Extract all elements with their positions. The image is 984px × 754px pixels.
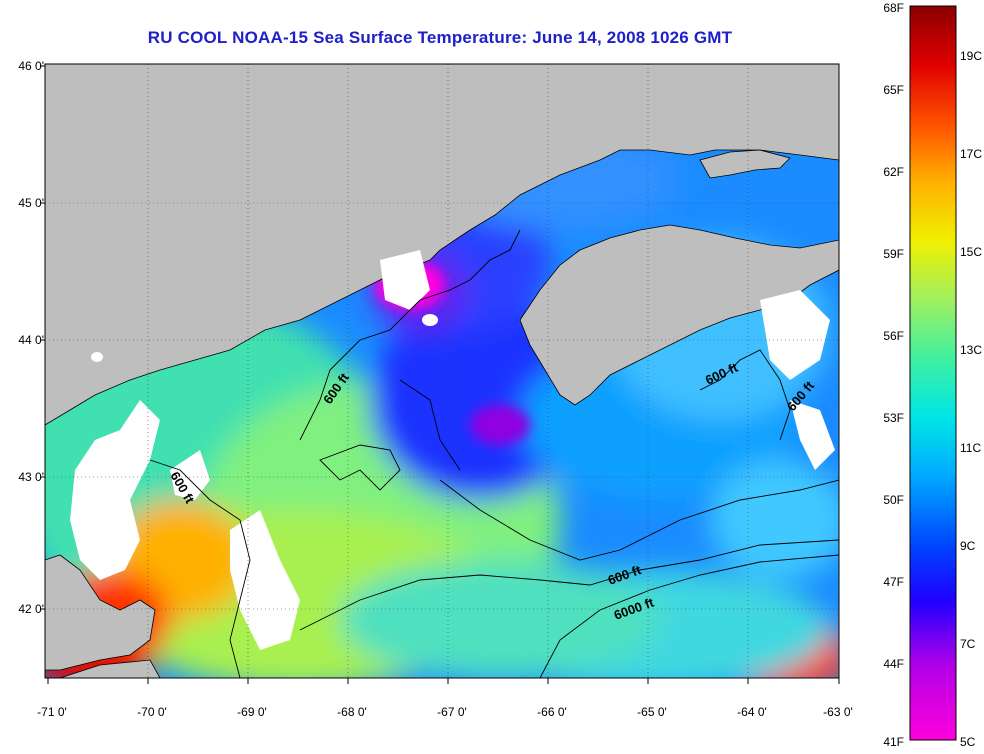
colorbar-f-label: 56F: [883, 329, 904, 343]
colorbar-f-label: 47F: [883, 575, 904, 589]
colorbar-f-label: 68F: [883, 1, 904, 15]
depth-contours: [149, 229, 839, 678]
map-plot-area: 600 ft 600 ft 600 ft 600 ft 600 ft 6000 …: [45, 64, 839, 678]
colorbar-c-label: 9C: [960, 539, 976, 553]
colorbar: 68F 65F 62F 59F 56F 53F 50F 47F 44F 41F …: [883, 1, 982, 749]
graticule: [45, 64, 839, 678]
lat-label: 46 0': [18, 59, 44, 73]
map-title: RU COOL NOAA-15 Sea Surface Temperature:…: [147, 28, 733, 47]
axis-ticks: [40, 65, 840, 684]
colorbar-gradient: [909, 5, 957, 741]
lon-label: -69 0': [237, 705, 267, 719]
lon-label: -68 0': [337, 705, 367, 719]
lon-label: -65 0': [637, 705, 667, 719]
map-frame: [44, 63, 840, 679]
lat-label: 45 0': [18, 196, 44, 210]
colorbar-f-label: 50F: [883, 493, 904, 507]
lat-label: 44 0': [18, 333, 44, 347]
land-mass: [45, 64, 839, 678]
lon-label: -70 0': [137, 705, 167, 719]
lat-label: 43 0': [18, 470, 44, 484]
lat-label: 42 0': [18, 602, 44, 616]
colorbar-c-label: 7C: [960, 637, 976, 651]
lon-label: -71 0': [37, 705, 67, 719]
colorbar-f-label: 53F: [883, 411, 904, 425]
colorbar-c-label: 11C: [960, 441, 981, 455]
lon-label: -66 0': [537, 705, 567, 719]
colorbar-c-label: 5C: [960, 735, 976, 749]
colorbar-c-label: 17C: [960, 147, 982, 161]
colorbar-c-label: 13C: [960, 343, 982, 357]
colorbar-c-label: 15C: [960, 245, 982, 259]
colorbar-c-label: 19C: [960, 49, 982, 63]
lon-label: -64 0': [737, 705, 767, 719]
colorbar-f-label: 44F: [883, 657, 904, 671]
colorbar-f-label: 62F: [883, 165, 904, 179]
lon-label: -67 0': [437, 705, 467, 719]
cloud-mask: [70, 250, 835, 650]
colorbar-f-label: 59F: [883, 247, 904, 261]
colorbar-f-label: 65F: [883, 83, 904, 97]
lon-label: -63 0': [823, 705, 853, 719]
colorbar-f-label: 41F: [883, 735, 904, 749]
